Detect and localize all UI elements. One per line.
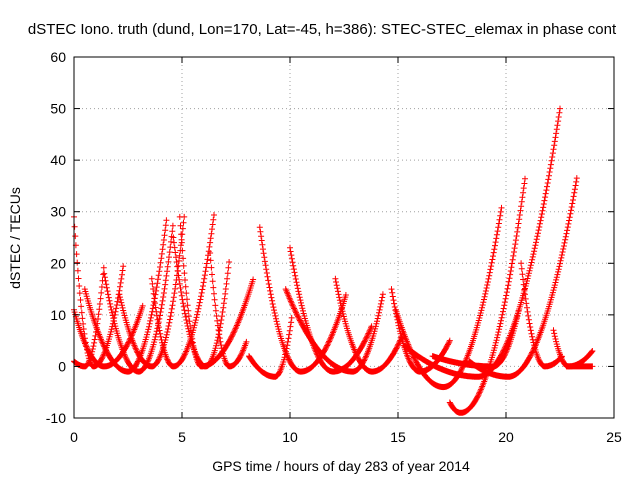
arc-series [332, 275, 406, 375]
y-tick-label: 0 [58, 358, 66, 374]
y-tick-label: 20 [50, 255, 66, 271]
arc-markers [332, 275, 406, 375]
x-tick-label: 10 [282, 429, 298, 445]
y-tick-label: 40 [50, 152, 66, 168]
arc-series [518, 260, 565, 370]
arc-series [466, 175, 580, 380]
arc-series [246, 314, 295, 380]
plot-frame [73, 56, 615, 419]
arc-markers [563, 363, 596, 370]
chart-title: dSTEC Iono. truth (dund, Lon=170, Lat=-4… [28, 21, 617, 38]
x-tick-label: 25 [606, 429, 622, 445]
arc-series [176, 213, 257, 370]
arc-markers [392, 204, 505, 391]
x-tick-label: 5 [178, 429, 186, 445]
arc-series [392, 204, 505, 391]
y-tick-label: 30 [50, 204, 66, 220]
arc-markers [401, 105, 563, 380]
arc-series [446, 175, 528, 416]
arc-markers [466, 175, 580, 380]
x-tick-label: 0 [70, 429, 78, 445]
arc-series [563, 363, 596, 370]
arc-markers [518, 260, 565, 370]
arc-markers [246, 314, 295, 380]
arc-series [207, 250, 250, 370]
x-axis-label: GPS time / hours of day 283 of year 2014 [212, 458, 470, 474]
x-tick-label: 20 [498, 429, 514, 445]
y-tick-label: 50 [50, 101, 66, 117]
x-tick-label: 15 [390, 429, 406, 445]
arc-series [401, 105, 563, 380]
y-tick-label: 60 [50, 49, 66, 65]
arc-series [256, 224, 349, 375]
arc-markers [446, 175, 528, 416]
y-axis-label: dSTEC / TECUs [7, 187, 23, 289]
arc-markers [176, 213, 257, 370]
arc-markers [207, 250, 250, 370]
y-tick-label: 10 [50, 307, 66, 323]
arc-markers [256, 224, 349, 375]
y-tick-label: -10 [46, 410, 66, 426]
data-series [71, 105, 596, 416]
